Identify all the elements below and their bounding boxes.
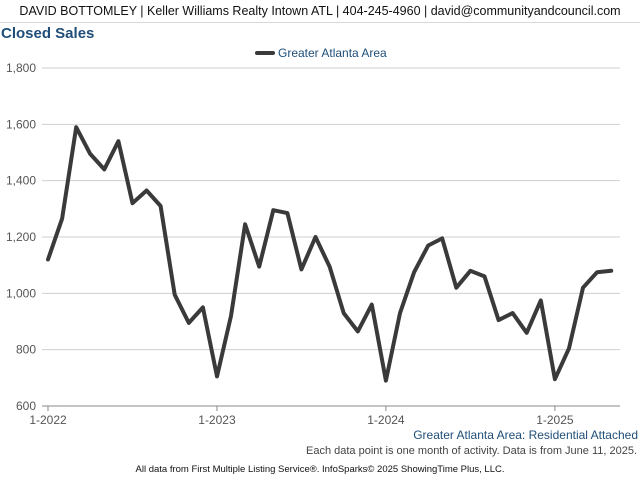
x-tick-label: 1-2023 xyxy=(198,413,236,427)
legend-label: Greater Atlanta Area xyxy=(278,46,387,60)
data-point xyxy=(497,319,500,322)
data-point xyxy=(553,378,556,381)
x-tick-label: 1-2022 xyxy=(29,413,67,427)
data-point xyxy=(427,244,430,247)
y-tick-label: 1,200 xyxy=(6,230,36,244)
y-tick-label: 1,000 xyxy=(6,286,36,300)
data-point xyxy=(582,286,585,289)
data-point xyxy=(47,258,50,261)
y-tick-label: 600 xyxy=(16,399,36,413)
y-tick-label: 1,400 xyxy=(6,174,36,188)
data-point xyxy=(525,331,528,334)
data-point xyxy=(399,312,402,315)
chart-series xyxy=(46,125,614,383)
x-tick-label: 1-2025 xyxy=(536,413,574,427)
y-tick-label: 1,800 xyxy=(6,61,36,75)
data-point xyxy=(145,189,148,192)
data-point xyxy=(370,303,373,306)
y-axis-ticks: 600 800 1,000 1,200 1,400 1,600 1,800 xyxy=(6,61,36,413)
data-point xyxy=(286,212,289,215)
data-point xyxy=(117,140,120,143)
data-point xyxy=(201,306,204,309)
data-point xyxy=(342,312,345,315)
data-point xyxy=(455,286,458,289)
data-point xyxy=(328,265,331,268)
x-tick-label: 1-2024 xyxy=(367,413,405,427)
chart-gridlines xyxy=(42,67,620,407)
chart-subtitle: Greater Atlanta Area: Residential Attach… xyxy=(413,428,638,442)
chart-legend: Greater Atlanta Area xyxy=(255,46,387,60)
series-line xyxy=(46,125,614,383)
data-point xyxy=(567,347,570,350)
y-tick-label: 800 xyxy=(16,343,36,357)
footer-credit: All data from First Multiple Listing Ser… xyxy=(135,464,505,475)
data-point xyxy=(230,314,233,317)
data-point xyxy=(539,299,542,302)
data-point xyxy=(596,271,599,274)
data-point xyxy=(483,275,486,278)
chart-title: Closed Sales xyxy=(1,25,95,42)
data-point xyxy=(103,168,106,171)
data-point xyxy=(187,321,190,324)
data-point xyxy=(173,293,176,296)
agent-header: DAVID BOTTOMLEY | Keller Williams Realty… xyxy=(0,0,640,23)
data-point xyxy=(356,330,359,333)
data-point xyxy=(469,269,472,272)
data-point xyxy=(258,265,261,268)
data-point xyxy=(244,223,247,226)
x-axis-ticks: 1-2022 1-2023 1-2024 1-2025 xyxy=(29,406,574,427)
data-point xyxy=(511,312,514,315)
data-note: Each data point is one month of activity… xyxy=(306,445,637,457)
data-point xyxy=(215,375,218,378)
data-point xyxy=(314,236,317,239)
data-point xyxy=(272,209,275,212)
data-point xyxy=(61,217,64,220)
data-point xyxy=(89,152,92,155)
y-tick-label: 1,600 xyxy=(6,117,36,131)
data-point xyxy=(441,237,444,240)
data-point xyxy=(131,202,134,205)
data-point xyxy=(300,268,303,271)
data-point xyxy=(75,126,78,129)
data-point xyxy=(384,379,387,382)
data-point xyxy=(413,271,416,274)
data-point xyxy=(159,205,162,208)
data-point xyxy=(610,269,613,272)
